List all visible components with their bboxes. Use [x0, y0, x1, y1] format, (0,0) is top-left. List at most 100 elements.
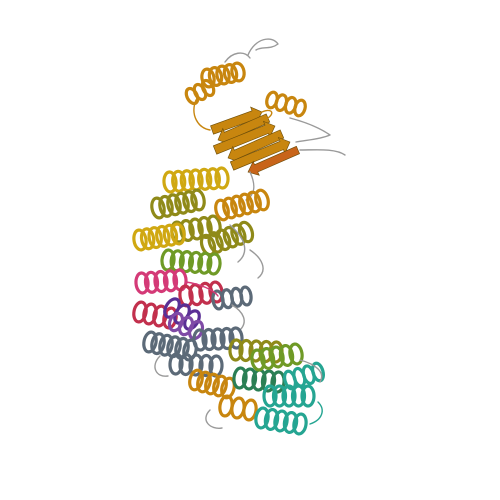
- helix-turn: [219, 326, 235, 351]
- helix-turn: [228, 338, 244, 362]
- coil-loop: [229, 224, 246, 263]
- helix-turn: [288, 342, 304, 366]
- helix-turn: [160, 248, 176, 272]
- helix: [218, 394, 258, 422]
- helix-turn: [262, 384, 278, 408]
- helix-turn: [269, 345, 285, 369]
- helix-turn: [162, 223, 179, 247]
- helix-turn: [188, 368, 204, 392]
- coil-loop: [231, 304, 245, 331]
- coil-loop: [261, 109, 273, 119]
- helix-turn: [214, 198, 230, 222]
- helix-turn: [254, 188, 270, 212]
- helix-turn: [222, 225, 239, 249]
- helix: [192, 326, 244, 352]
- beta-strand: [229, 136, 291, 171]
- coil-loop: [309, 401, 323, 425]
- coil-loop: [249, 249, 264, 279]
- helix-turn: [179, 218, 195, 243]
- helix-turn: [246, 190, 262, 214]
- coil-loop: [205, 409, 223, 429]
- coil-loop: [185, 281, 219, 297]
- coil-loop: [289, 117, 331, 143]
- coil-loop: [299, 149, 346, 156]
- helix-turn: [162, 170, 178, 194]
- helix: [262, 384, 316, 408]
- helix: [184, 78, 216, 106]
- helix-turn: [230, 223, 247, 246]
- helix-turn: [259, 346, 276, 371]
- helix-turn: [139, 227, 156, 251]
- helix-turn: [250, 348, 266, 372]
- helix-turn: [222, 62, 239, 85]
- helix-turn: [142, 302, 158, 326]
- helix: [200, 61, 246, 89]
- helix-turn: [210, 327, 226, 351]
- helix-turn: [254, 406, 270, 430]
- coil-loop: [299, 359, 323, 383]
- helix-turn: [147, 226, 163, 250]
- coil-loop: [224, 52, 251, 63]
- helix-turn: [207, 65, 224, 88]
- helix-turn: [292, 412, 308, 436]
- helix: [214, 188, 270, 222]
- helix: [132, 222, 186, 252]
- helix-turn: [200, 78, 216, 98]
- helix-turn: [206, 252, 222, 276]
- helix-turn: [271, 384, 288, 408]
- helix-turn: [188, 217, 204, 241]
- helix-turn: [197, 251, 213, 275]
- helix-turn: [150, 332, 166, 356]
- helix-turn: [132, 300, 148, 324]
- helix-turn: [197, 215, 213, 240]
- helix-turn: [241, 367, 258, 391]
- helix-turn: [278, 343, 295, 368]
- helix: [150, 188, 206, 220]
- helix: [265, 90, 307, 118]
- helix-turn: [263, 407, 280, 432]
- beta-strand: [247, 145, 300, 176]
- helix-turn: [260, 369, 277, 393]
- helix-turn: [214, 166, 230, 190]
- helix-turn: [300, 384, 316, 408]
- helix-turn: [232, 366, 248, 390]
- helix-turn: [192, 328, 208, 352]
- coil-loop: [154, 355, 169, 377]
- helix-turn: [198, 281, 214, 305]
- coil-loop: [193, 99, 211, 131]
- helix-turn: [155, 224, 171, 248]
- helix-turn: [171, 169, 187, 193]
- helix-turn: [158, 333, 174, 357]
- helix-turn: [238, 338, 254, 363]
- helix-turn: [162, 269, 179, 293]
- helix-turn: [166, 193, 182, 217]
- helix-turn: [207, 231, 224, 254]
- helix-turn: [237, 220, 255, 244]
- coil-loop: [247, 38, 279, 56]
- helix-turn: [190, 188, 206, 212]
- helix: [188, 368, 236, 400]
- helix-turn: [153, 269, 169, 294]
- helix-turn: [212, 374, 228, 398]
- helix: [282, 361, 326, 391]
- helix-turn: [242, 398, 258, 422]
- helix: [160, 248, 222, 276]
- helix-turn: [200, 67, 216, 89]
- helix-turn: [205, 167, 221, 191]
- helix-turn: [293, 98, 307, 118]
- helix-turn: [201, 327, 217, 352]
- helix: [250, 342, 304, 372]
- helix-turn: [178, 250, 195, 274]
- helix-turn: [222, 196, 238, 220]
- helix-turn: [150, 196, 166, 220]
- helix-turn: [230, 194, 246, 218]
- helix-turn: [198, 353, 214, 378]
- helix-turn: [178, 352, 194, 377]
- helix-turn: [230, 61, 246, 83]
- helix-turn: [142, 330, 158, 354]
- helix-turn: [174, 191, 190, 215]
- helix-turn: [187, 250, 204, 274]
- helix-turn: [204, 372, 220, 396]
- helix-turn: [282, 410, 299, 435]
